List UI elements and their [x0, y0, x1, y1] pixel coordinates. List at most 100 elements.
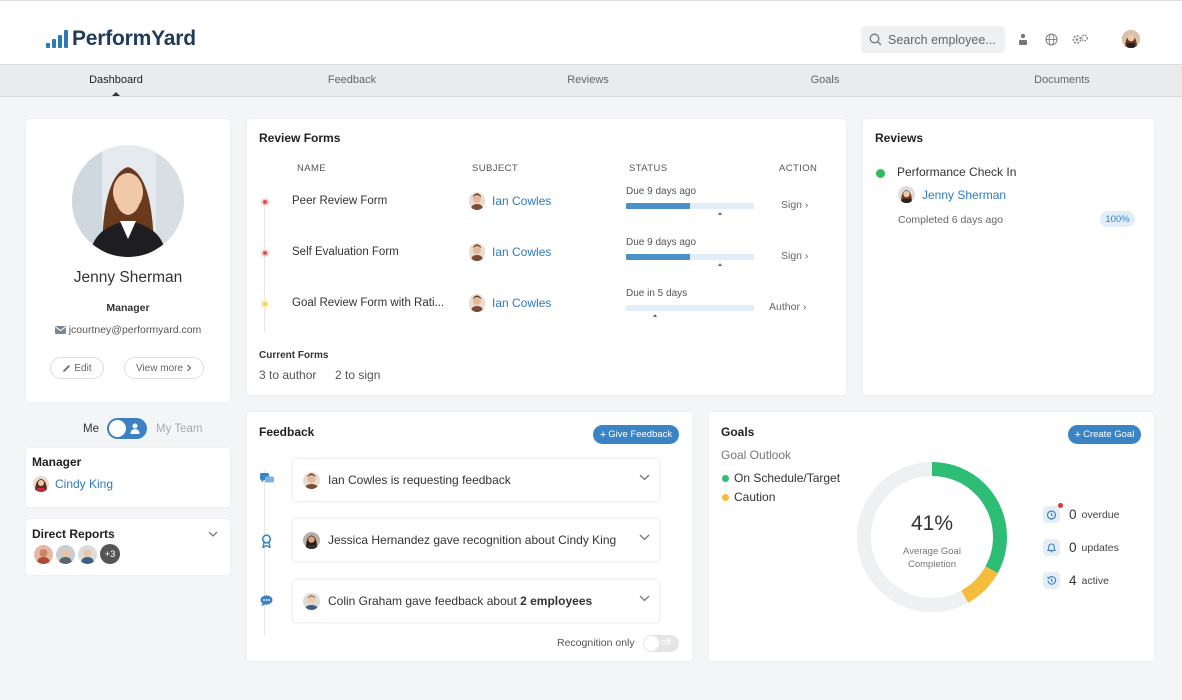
tab-documents[interactable]: Documents: [1034, 74, 1090, 86]
status-dot: [261, 300, 269, 308]
direct-reports-title: Direct Reports: [32, 527, 115, 541]
feedback-item[interactable]: Ian Cowles is requesting feedback: [293, 459, 659, 501]
settings-gears-icon[interactable]: [1071, 32, 1089, 46]
feedback-item[interactable]: Colin Graham gave feedback about 2 emplo…: [293, 580, 659, 622]
profile-name: Jenny Sherman: [73, 269, 183, 286]
subject-link[interactable]: Ian Cowles: [469, 192, 551, 210]
subject-link[interactable]: Ian Cowles: [469, 294, 551, 312]
col-subject: SUBJECT: [472, 163, 519, 174]
brand-name: PerformYard: [72, 27, 196, 50]
history-icon: [1043, 572, 1060, 589]
goal-completion-caption: Average Goal Completion: [903, 546, 961, 570]
status-dot: [876, 169, 885, 178]
tab-reviews[interactable]: Reviews: [567, 74, 609, 86]
subject-link[interactable]: Ian Cowles: [469, 243, 551, 261]
due-text: Due 9 days ago: [626, 237, 697, 248]
edit-label: Edit: [74, 362, 92, 374]
active-tab-indicator: [112, 92, 120, 96]
to-sign-count[interactable]: 2 to sign: [335, 368, 381, 382]
chevron-down-icon[interactable]: [208, 531, 218, 538]
user-avatar[interactable]: [1122, 30, 1140, 48]
org-chart-icon[interactable]: [1016, 32, 1030, 46]
me-team-toggle[interactable]: [107, 418, 147, 439]
progress-bar: [626, 305, 754, 311]
plus-icon: +: [1074, 428, 1082, 441]
feedback-text: Ian Cowles is requesting feedback: [328, 473, 511, 487]
updates-stat[interactable]: 0 updates: [1043, 539, 1119, 556]
status-dot: [261, 198, 269, 206]
colin-graham-avatar: [303, 592, 320, 610]
chevron-down-icon[interactable]: [639, 595, 650, 602]
review-person-link[interactable]: Jenny Sherman: [898, 186, 1006, 203]
table-row[interactable]: Goal Review Form with Rati... Ian Cowles…: [247, 285, 847, 325]
form-name[interactable]: Peer Review Form: [292, 195, 388, 207]
manager-link[interactable]: Cindy King: [33, 476, 113, 492]
ian-cowles-avatar: [303, 471, 320, 489]
pencil-icon: [63, 364, 71, 372]
profile-card: Jenny Sherman Manager jcourtney@performy…: [26, 119, 230, 402]
envelope-icon: [54, 326, 66, 334]
plus-icon: +: [599, 428, 607, 441]
col-status: STATUS: [629, 163, 668, 174]
goal-completion-donut[interactable]: [854, 459, 1010, 615]
ian-cowles-avatar: [469, 192, 485, 210]
profile-email[interactable]: jcourtney@performyard.com: [26, 324, 230, 336]
chevron-down-icon[interactable]: [639, 474, 650, 481]
overdue-stat[interactable]: 0 overdue: [1043, 503, 1119, 523]
profile-role: Manager: [106, 302, 150, 314]
legend-on-schedule: On Schedule/Target: [722, 471, 840, 485]
toggle-my-team-label[interactable]: My Team: [156, 423, 203, 435]
tab-dashboard[interactable]: Dashboard: [89, 74, 143, 86]
search-icon: [869, 33, 882, 46]
chevron-down-icon[interactable]: [639, 534, 650, 541]
sign-action[interactable]: Sign ›: [781, 250, 809, 262]
progress-fill: [626, 203, 690, 209]
top-header: PerformYard: [0, 0, 1182, 64]
form-name[interactable]: Goal Review Form with Rati...: [292, 297, 445, 309]
manager-title: Manager: [32, 455, 82, 469]
jenny-sherman-avatar: [898, 186, 915, 203]
view-more-button[interactable]: View more: [124, 357, 204, 379]
review-item-title[interactable]: Performance Check In: [897, 165, 1017, 179]
table-row[interactable]: Peer Review Form Ian Cowles Due 9 days a…: [247, 183, 847, 223]
manager-name: Cindy King: [55, 477, 114, 491]
goals-card: Goals + Create Goal Goal Outlook On Sche…: [709, 412, 1154, 661]
profile-photo: [72, 145, 184, 257]
recognition-only-switch[interactable]: off: [643, 635, 679, 652]
tab-goals[interactable]: Goals: [810, 74, 840, 86]
give-feedback-button[interactable]: + Give Feedback: [593, 425, 679, 444]
progress-marker: [718, 212, 722, 215]
due-text: Due in 5 days: [626, 288, 688, 299]
donut-segment-on-schedule: [857, 462, 1007, 612]
goal-completion-percent: 41%: [910, 512, 954, 535]
subject-name: Ian Cowles: [492, 245, 552, 259]
active-stat[interactable]: 4 active: [1043, 572, 1109, 589]
timeline-line: [264, 206, 265, 332]
person-icon: [130, 423, 140, 434]
feedback-item[interactable]: Jessica Hernandez gave recognition about…: [293, 519, 659, 561]
direct-reports-avatars[interactable]: +3: [34, 544, 120, 564]
search-box[interactable]: [861, 26, 1005, 53]
tab-feedback[interactable]: Feedback: [327, 74, 377, 86]
switch-knob: [644, 636, 659, 651]
completion-badge: 100%: [1100, 211, 1135, 227]
to-author-count[interactable]: 3 to author: [259, 368, 317, 382]
feedback-title: Feedback: [259, 425, 315, 439]
performyard-logo[interactable]: PerformYard: [46, 27, 196, 51]
author-action[interactable]: Author ›: [769, 301, 807, 313]
legend-caution: Caution: [722, 490, 775, 504]
review-forms-card: Review Forms NAME SUBJECT STATUS ACTION …: [247, 119, 846, 395]
create-goal-button[interactable]: + Create Goal: [1068, 425, 1141, 444]
sign-action[interactable]: Sign ›: [781, 199, 809, 211]
jessica-hernandez-avatar: [303, 531, 320, 549]
donut-segment-caution: [857, 462, 1007, 612]
col-name: NAME: [297, 163, 327, 174]
review-completed-text: Completed 6 days ago: [898, 214, 1004, 226]
progress-fill: [626, 254, 690, 260]
edit-profile-button[interactable]: Edit: [50, 357, 104, 379]
search-input[interactable]: [888, 32, 1000, 47]
table-row[interactable]: Self Evaluation Form Ian Cowles Due 9 da…: [247, 234, 847, 274]
subject-name: Ian Cowles: [492, 194, 552, 208]
globe-icon[interactable]: [1044, 32, 1058, 46]
form-name[interactable]: Self Evaluation Form: [292, 246, 399, 258]
